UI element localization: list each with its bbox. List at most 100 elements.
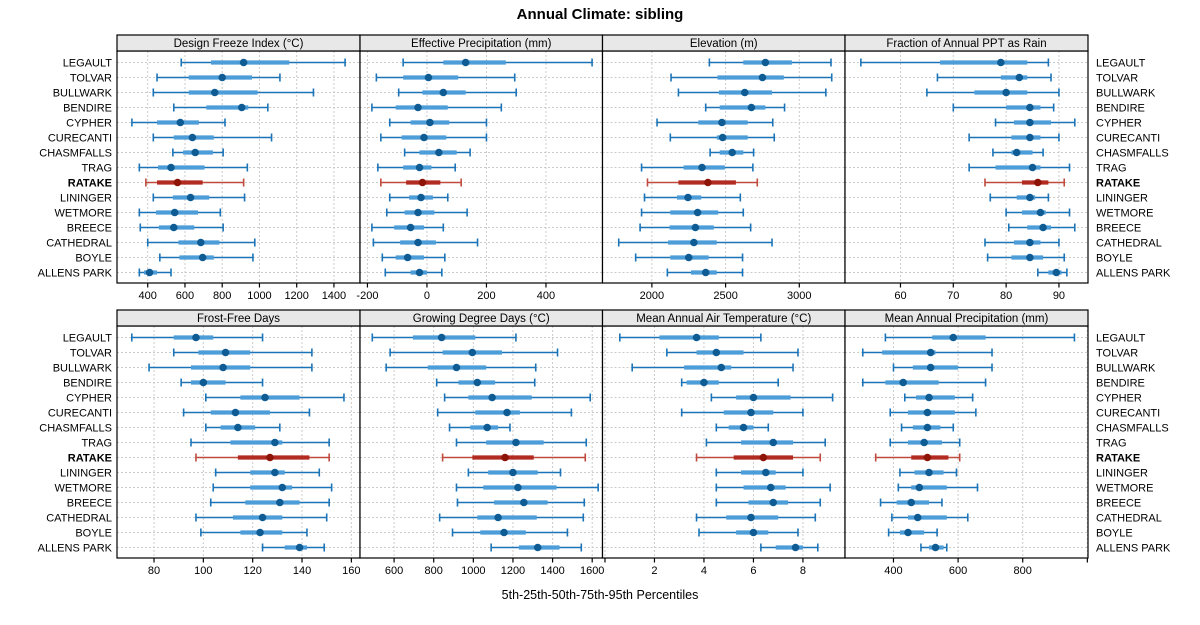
percentile-row-cathedral [438,513,585,522]
percentile-row-legault [860,58,1050,67]
station-label-right: BREECE [1096,223,1141,235]
x-axis-label: 5th-25th-50th-75th-95th Percentiles [501,588,699,602]
station-label-right: ALLENS PARK [1096,543,1171,555]
percentile-row-wetmore [715,483,831,492]
station-label-left: RATAKE [68,453,112,465]
median-dot [717,363,726,372]
percentile-row-breece [715,498,822,507]
station-label-left: LININGER [60,468,112,480]
median-dot [913,513,922,522]
median-dot [196,238,205,247]
percentile-row-cathedral [891,513,969,522]
x-tick-label: 800 [213,290,231,302]
station-label-right: TOLVAR [1096,73,1138,85]
median-dot [473,378,482,387]
median-dot [256,528,264,537]
median-dot [199,378,208,387]
percentile-row-cypher [443,393,592,402]
percentile-row-lininger [899,468,958,477]
percentile-row-allens-park [490,543,583,552]
x-tick-label: 8 [800,565,806,577]
median-dot [749,528,758,537]
station-label-right: LININGER [1096,193,1148,205]
percentile-row-curecanti [680,408,804,417]
station-label-left: CYPHER [66,118,112,130]
percentile-row-trag [705,438,827,447]
median-dot [766,483,775,492]
station-label-right: LININGER [1096,468,1148,480]
median-dot [418,178,427,187]
station-label-left: CATHEDRAL [46,513,112,525]
x-tick-label: 600 [385,565,403,577]
percentile-row-trag [455,438,588,447]
percentile-row-cypher [656,118,774,127]
percentile-row-bullwark [926,88,1060,97]
station-label-right: LEGAULT [1096,333,1146,345]
median-dot [271,438,279,447]
median-dot [923,453,932,462]
x-tick-label: 0 [424,290,430,302]
station-label-right: TRAG [1096,438,1127,450]
median-dot [691,223,700,232]
median-dot [414,208,422,217]
percentile-row-bendire [172,103,269,112]
station-label-left: CHASMFALLS [39,423,112,435]
percentile-row-ratake [145,178,245,187]
percentile-row-lininger [467,468,562,477]
percentile-row-wetmore [385,208,468,217]
x-tick-label: 70 [947,290,959,302]
median-dot [915,483,924,492]
median-dot [1026,133,1034,142]
panel-header-title: Fraction of Annual PPT as Rain [886,38,1046,50]
station-label-left: TRAG [81,163,112,175]
station-label-left: CHASMFALLS [39,148,112,160]
station-label-right: TRAG [1096,163,1127,175]
median-dot [170,208,179,217]
percentile-row-legault [371,333,517,342]
station-label-right: CHASMFALLS [1096,423,1169,435]
percentile-row-lininger [214,468,321,477]
panel-6: Mean Annual Air Temperature (°C) 2 4 6 8 [601,309,846,577]
median-dot [198,253,207,262]
percentile-row-breece [139,223,224,232]
station-label-right: CURECANTI [1096,408,1160,420]
median-dot [926,348,935,357]
median-dot [461,58,470,67]
percentile-row-cathedral [372,238,479,247]
panel-header-title: Effective Precipitation (mm) [411,38,552,50]
median-dot [762,468,770,477]
station-label-right: CYPHER [1096,118,1142,130]
percentile-row-breece [1007,223,1076,232]
station-label-left: LININGER [60,193,112,205]
median-dot [295,543,304,552]
percentile-row-allens-park [760,543,819,552]
station-label-left: CYPHER [66,393,112,405]
median-dot [426,118,434,127]
median-dot [925,468,933,477]
percentile-row-bullwark [385,363,537,372]
station-label-left: BENDIRE [63,103,112,115]
median-dot [704,178,712,187]
panel-header-title: Frost-Free Days [197,313,280,325]
x-tick-label: 600 [949,565,967,577]
median-dot [684,253,693,262]
percentile-row-boyle [200,528,308,537]
x-tick-label: 1400 [322,290,346,302]
panel-0: Design Freeze Index (°C) 400 600 800 1000 120… [116,34,361,302]
median-dot [437,333,446,342]
percentile-row-trag [138,163,249,172]
station-label-right: BREECE [1096,498,1141,510]
median-dot [271,468,279,477]
median-dot [439,88,448,97]
percentile-row-tolvar [670,73,833,82]
median-dot [684,193,692,202]
percentile-row-bullwark [892,363,993,372]
station-label-right: WETMORE [1096,483,1153,495]
median-dot [186,193,195,202]
median-dot [701,268,710,277]
station-label-right: CYPHER [1096,393,1142,405]
percentile-row-tolvar [156,73,281,82]
chart-title: Annual Climate: sibling [516,6,684,23]
panel-header-title: Mean Annual Precipitation (mm) [885,313,1049,325]
